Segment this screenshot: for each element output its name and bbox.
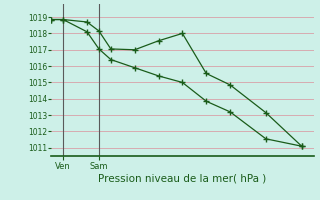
X-axis label: Pression niveau de la mer( hPa ): Pression niveau de la mer( hPa ): [98, 173, 267, 183]
